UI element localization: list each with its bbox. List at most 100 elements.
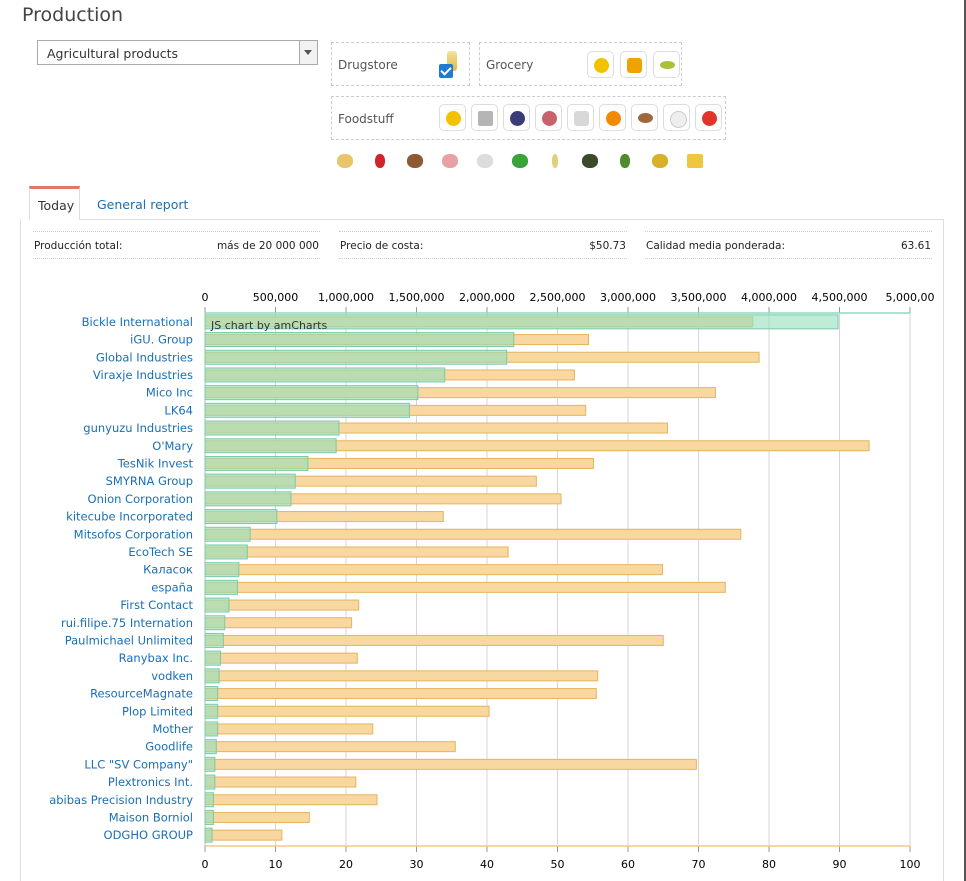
clover-icon[interactable] (510, 151, 530, 171)
company-label[interactable]: TesNik Invest (117, 456, 194, 470)
potato-icon[interactable] (335, 151, 355, 171)
coffee-bean-icon[interactable] (405, 151, 425, 171)
rosehip-icon[interactable] (370, 151, 390, 171)
quality-bar[interactable] (204, 829, 283, 841)
company-label[interactable]: SMYRNA Group (106, 474, 193, 488)
production-bar[interactable] (204, 703, 219, 719)
grapes-icon[interactable] (503, 104, 530, 131)
company-label[interactable]: Bickle International (82, 315, 193, 329)
production-bar[interactable] (204, 544, 248, 560)
company-label[interactable]: Ranybax Inc. (119, 651, 193, 665)
wheat-icon[interactable] (545, 151, 565, 171)
production-bar[interactable] (204, 650, 222, 666)
quality-bar[interactable] (204, 564, 664, 576)
quality-bar[interactable] (204, 617, 353, 629)
production-bar[interactable] (204, 491, 292, 507)
company-label[interactable]: Onion Corporation (88, 492, 193, 506)
quality-bar[interactable] (204, 705, 490, 717)
garlic-icon[interactable] (475, 151, 495, 171)
grass-icon[interactable] (615, 151, 635, 171)
production-bar[interactable] (204, 526, 251, 542)
production-bar[interactable] (204, 809, 214, 825)
bread-icon[interactable] (631, 104, 658, 131)
company-label[interactable]: Plextronics Int. (108, 775, 193, 789)
meat-icon[interactable] (535, 104, 562, 131)
company-label[interactable]: Mitsofos Corporation (74, 527, 193, 541)
company-label[interactable]: Mico Inc (146, 386, 193, 400)
production-bar[interactable] (204, 455, 309, 471)
company-label[interactable]: O'Mary (152, 439, 193, 453)
production-bar[interactable] (204, 349, 508, 365)
chevron-down-icon[interactable] (299, 41, 317, 64)
ham-icon[interactable] (440, 151, 460, 171)
company-label[interactable]: Global Industries (96, 350, 193, 364)
quality-bar[interactable] (204, 528, 742, 540)
company-label[interactable]: Mother (152, 722, 193, 736)
mango-icon[interactable] (650, 151, 670, 171)
quality-bar[interactable] (204, 634, 664, 646)
quality-bar[interactable] (204, 776, 357, 788)
production-bar[interactable] (204, 509, 278, 525)
company-label[interactable]: kitecube Incorporated (66, 510, 193, 524)
quality-bar[interactable] (204, 811, 310, 823)
production-bar[interactable] (204, 686, 219, 702)
production-bar[interactable] (204, 827, 213, 843)
production-bar[interactable] (204, 367, 446, 383)
company-label[interactable]: ODGHO GROUP (104, 828, 194, 842)
production-bar[interactable] (204, 774, 216, 790)
company-label[interactable]: Goodlife (145, 740, 193, 754)
company-label[interactable]: Maison Borniol (109, 810, 193, 824)
production-bar[interactable] (204, 314, 839, 330)
production-bar[interactable] (204, 385, 419, 401)
flower-icon[interactable] (587, 51, 614, 78)
production-bar[interactable] (204, 438, 337, 454)
milk-bottle-icon[interactable] (567, 104, 594, 131)
company-label[interactable]: españa (151, 580, 193, 594)
company-label[interactable]: ResourceMagnate (90, 687, 193, 701)
quality-bar[interactable] (204, 652, 358, 664)
tab-general-report[interactable]: General report (97, 197, 189, 212)
company-label[interactable]: LK64 (164, 403, 193, 417)
honey-jar-icon[interactable] (620, 51, 647, 78)
company-label[interactable]: iGU. Group (130, 333, 193, 347)
company-label[interactable]: vodken (151, 669, 193, 683)
company-label[interactable]: abibas Precision Industry (49, 793, 193, 807)
production-bar[interactable] (204, 668, 220, 684)
production-bar[interactable] (204, 792, 214, 808)
quality-bar[interactable] (204, 670, 599, 682)
production-bar[interactable] (204, 402, 410, 418)
company-label[interactable]: First Contact (120, 598, 193, 612)
egg-tray-icon[interactable] (471, 104, 498, 131)
company-label[interactable]: Paulmichael Unlimited (65, 633, 193, 647)
production-bar[interactable] (204, 739, 217, 755)
tomato-icon[interactable] (695, 104, 722, 131)
cotton-icon[interactable] (663, 104, 690, 131)
quality-bar[interactable] (204, 688, 597, 700)
production-bar[interactable] (204, 615, 226, 631)
quality-bar[interactable] (204, 546, 509, 558)
product-type-select[interactable]: Agricultural products (37, 40, 318, 65)
production-bar[interactable] (204, 579, 238, 595)
company-label[interactable]: rui.filipe.75 Internation (61, 616, 193, 630)
quality-bar[interactable] (204, 741, 456, 753)
company-label[interactable]: Viraxje Industries (93, 368, 193, 382)
corn-icon[interactable] (439, 104, 466, 131)
company-label[interactable]: gunyuzu Industries (83, 421, 193, 435)
quality-bar[interactable] (204, 758, 697, 770)
quality-bar[interactable] (204, 794, 378, 806)
cheese-icon[interactable] (685, 151, 705, 171)
company-label[interactable]: LLC "SV Company" (84, 757, 193, 771)
production-bar[interactable] (204, 420, 340, 436)
production-bar[interactable] (204, 632, 224, 648)
tab-today[interactable]: Today (29, 186, 80, 220)
company-label[interactable]: Plop Limited (122, 704, 193, 718)
olive-icon[interactable] (580, 151, 600, 171)
quality-bar[interactable] (204, 723, 374, 735)
production-bar[interactable] (204, 332, 515, 348)
production-bar[interactable] (204, 597, 230, 613)
production-bar[interactable] (204, 473, 296, 489)
production-bar[interactable] (204, 721, 219, 737)
production-bar[interactable] (204, 562, 240, 578)
company-label[interactable]: EcoTech SE (128, 545, 193, 559)
beans-icon[interactable] (653, 51, 680, 78)
